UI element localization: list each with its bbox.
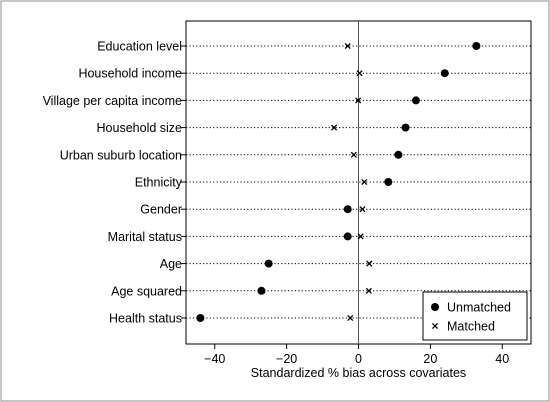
legend: Unmatched Matched <box>422 291 528 341</box>
covariate-label: Village per capita income <box>43 94 182 108</box>
matched-point-stroke <box>365 287 372 294</box>
matched-point <box>361 178 368 186</box>
matched-point <box>356 70 363 77</box>
matched-point <box>350 151 357 158</box>
x-axis-title: Standardized % bias across covariates <box>251 366 466 380</box>
covariate-label: Household size <box>97 121 183 135</box>
matched-point-stroke <box>331 124 338 131</box>
unmatched-point <box>412 96 420 105</box>
matched-point-stroke <box>357 233 364 240</box>
matched-point <box>347 314 354 322</box>
matched-point <box>365 287 372 294</box>
covariate-label: Urban suburb location <box>60 148 182 162</box>
matched-point <box>331 124 338 131</box>
unmatched-point <box>257 286 266 295</box>
legend-box <box>422 291 528 341</box>
legend-label: Matched <box>447 320 495 334</box>
legend-label: Unmatched <box>447 301 511 315</box>
unmatched-point <box>264 259 273 268</box>
unmatched-point <box>343 205 352 214</box>
unmatched-point <box>384 178 393 186</box>
covariate-label: Education level <box>97 40 182 54</box>
unmatched-point <box>343 232 352 241</box>
x-tick-label: 0 <box>355 352 362 366</box>
matched-point-stroke <box>355 97 362 104</box>
matched-point-stroke <box>347 314 354 322</box>
covariate-labels: Education level Household income Village p… <box>43 40 183 326</box>
matched-point-stroke <box>350 151 357 158</box>
matched-point-stroke <box>356 70 363 77</box>
matched-point-stroke <box>344 42 351 50</box>
grid-layer <box>181 45 531 319</box>
data-points <box>196 42 481 322</box>
covariate-label: Household income <box>78 67 182 81</box>
unmatched-point <box>401 123 410 132</box>
covariate-label: Gender <box>140 203 182 217</box>
matched-point-stroke <box>361 178 368 186</box>
covariate-label: Age <box>160 257 182 271</box>
matched-point-stroke <box>359 206 366 213</box>
covariate-label: Ethnicity <box>135 176 183 190</box>
matched-point <box>357 233 364 240</box>
unmatched-point <box>472 42 481 50</box>
matched-point <box>355 97 362 104</box>
covariate-label: Health status <box>109 312 182 326</box>
legend-marker-unmatched <box>431 303 439 311</box>
unmatched-point <box>196 314 205 322</box>
matched-point <box>359 206 366 213</box>
legend-marker-matched-stroke <box>431 322 439 330</box>
x-tick-label: −20 <box>276 352 297 366</box>
matched-point-stroke <box>366 260 373 267</box>
matched-point <box>344 42 351 50</box>
x-tick-label: 40 <box>495 352 509 366</box>
matched-point <box>366 260 373 267</box>
covariate-label: Age squared <box>111 284 182 298</box>
unmatched-point <box>394 150 403 159</box>
covariate-label: Marital status <box>108 230 182 244</box>
unmatched-point <box>440 69 449 78</box>
x-axis: −40 −20 0 20 40 <box>204 344 509 366</box>
x-tick-label: −40 <box>204 352 225 366</box>
x-tick-label: 20 <box>423 352 437 366</box>
legend-marker-matched <box>431 322 439 330</box>
